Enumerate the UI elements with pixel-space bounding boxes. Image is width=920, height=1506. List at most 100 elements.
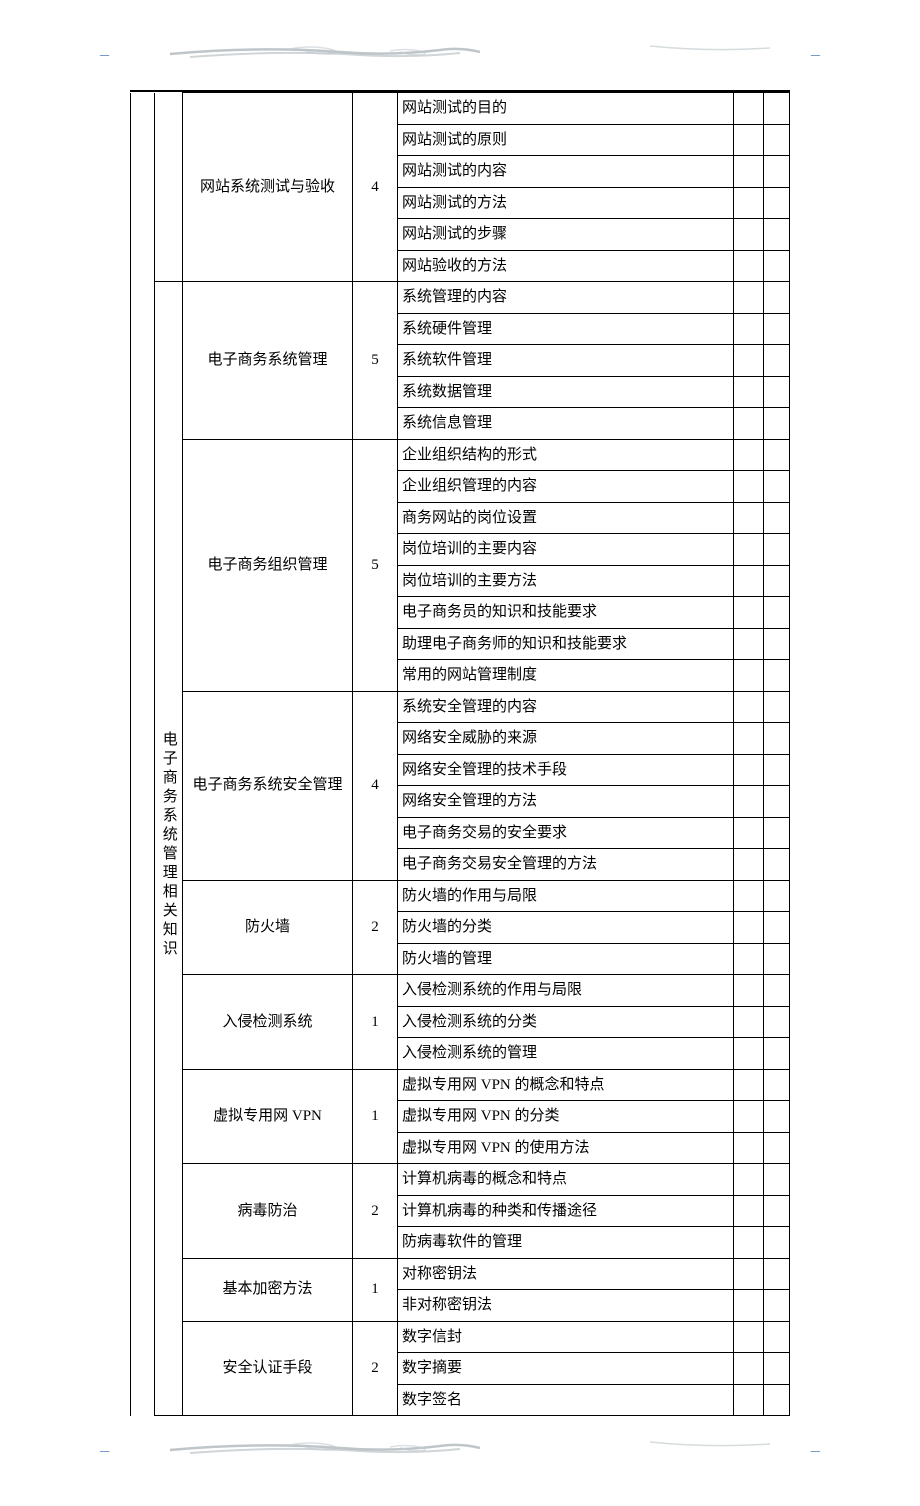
number-cell: 1 [353,1069,398,1164]
blank-right-cell-1 [734,1195,764,1227]
blank-right-cell-1 [734,1038,764,1070]
content-cell: 防火墙的分类 [398,912,734,944]
content-cell: 对称密钥法 [398,1258,734,1290]
blank-right-cell-1 [734,502,764,534]
blank-right-cell-1 [734,1353,764,1385]
content-cell: 数字信封 [398,1321,734,1353]
blank-right-cell-2 [764,187,790,219]
blank-right-cell-2 [764,943,790,975]
content-cell: 网站测试的原则 [398,124,734,156]
number-cell: 2 [353,1164,398,1259]
content-cell: 入侵检测系统的管理 [398,1038,734,1070]
blank-right-cell-1 [734,439,764,471]
blank-right-cell-2 [764,754,790,786]
table-row: 防火墙2防火墙的作用与局限 [131,880,790,912]
content-cell: 岗位培训的主要方法 [398,565,734,597]
blank-right-cell-2 [764,1384,790,1416]
blank-right-cell-1 [734,1290,764,1322]
blank-right-cell-1 [734,1101,764,1133]
blank-right-cell-2 [764,565,790,597]
blank-right-cell-2 [764,628,790,660]
table-row: 电子商务组织管理5企业组织结构的形式 [131,439,790,471]
blank-right-cell-1 [734,219,764,251]
blank-right-cell-2 [764,376,790,408]
number-cell: 5 [353,439,398,691]
blank-right-cell-1 [734,534,764,566]
content-cell: 常用的网站管理制度 [398,660,734,692]
blank-right-cell-1 [734,345,764,377]
topic-cell: 虚拟专用网 VPN [183,1069,353,1164]
blank-right-cell-2 [764,597,790,629]
content-cell: 系统安全管理的内容 [398,691,734,723]
content-cell: 系统硬件管理 [398,313,734,345]
content-cell: 防火墙的作用与局限 [398,880,734,912]
content-cell: 企业组织管理的内容 [398,471,734,503]
blank-right-cell-2 [764,124,790,156]
blank-right-cell-2 [764,1290,790,1322]
blank-right-cell-2 [764,723,790,755]
content-cell: 数字摘要 [398,1353,734,1385]
content-cell: 网站验收的方法 [398,250,734,282]
blank-right-cell-1 [734,754,764,786]
blank-right-cell-2 [764,156,790,188]
content-cell: 网络安全管理的技术手段 [398,754,734,786]
blank-right-cell-2 [764,1164,790,1196]
blank-right-cell-2 [764,786,790,818]
blank-right-cell-1 [734,282,764,314]
topic-cell: 基本加密方法 [183,1258,353,1321]
blank-right-cell-1 [734,187,764,219]
blank-right-cell-2 [764,691,790,723]
blank-right-cell-1 [734,880,764,912]
blank-right-cell-2 [764,880,790,912]
content-cell: 岗位培训的主要内容 [398,534,734,566]
blank-right-cell-2 [764,439,790,471]
blank-right-cell-1 [734,1164,764,1196]
blank-right-cell-1 [734,817,764,849]
category-cell: 电子商务系统管理相关知识 [155,282,183,1416]
footer-dash-left: – [100,1440,109,1461]
number-cell: 2 [353,1321,398,1416]
content-cell: 系统管理的内容 [398,282,734,314]
category-blank-cell [155,93,183,282]
number-cell: 1 [353,1258,398,1321]
blank-right-cell-2 [764,1132,790,1164]
table-row: 网站系统测试与验收4网站测试的目的 [131,93,790,125]
header-dash-left: – [100,44,109,65]
table-row: 基本加密方法1对称密钥法 [131,1258,790,1290]
blank-right-cell-2 [764,817,790,849]
blank-right-cell-1 [734,597,764,629]
blank-right-cell-1 [734,1069,764,1101]
content-cell: 系统数据管理 [398,376,734,408]
blank-right-cell-2 [764,313,790,345]
blank-right-cell-2 [764,93,790,125]
blank-right-cell-1 [734,124,764,156]
table-row: 病毒防治2计算机病毒的概念和特点 [131,1164,790,1196]
topic-cell: 电子商务系统管理 [183,282,353,440]
blank-right-cell-1 [734,471,764,503]
blank-right-cell-1 [734,250,764,282]
blank-right-cell-2 [764,1101,790,1133]
table-wrapper: 网站系统测试与验收4网站测试的目的网站测试的原则网站测试的内容网站测试的方法网站… [130,90,790,1416]
blank-right-cell-1 [734,1384,764,1416]
blank-right-cell-1 [734,1006,764,1038]
header-dash-right: – [811,44,820,65]
blank-right-cell-1 [734,723,764,755]
page-container: – – 网站系统测试与验收4网站测试的目的网站测试的原则网站测试的内容网站测试的… [0,40,920,1466]
blank-right-cell-1 [734,849,764,881]
content-cell: 助理电子商务师的知识和技能要求 [398,628,734,660]
blank-right-cell-2 [764,849,790,881]
content-cell: 电子商务交易的安全要求 [398,817,734,849]
blank-right-cell-1 [734,975,764,1007]
blank-right-cell-1 [734,1132,764,1164]
blank-right-cell-2 [764,502,790,534]
content-cell: 网络安全威胁的来源 [398,723,734,755]
footer-decoration: – – [130,1436,790,1466]
table-row: 虚拟专用网 VPN1虚拟专用网 VPN 的概念和特点 [131,1069,790,1101]
content-cell: 网络安全管理的方法 [398,786,734,818]
blank-right-cell-1 [734,376,764,408]
blank-right-cell-1 [734,93,764,125]
number-cell: 2 [353,880,398,975]
footer-swirl-svg [130,1436,790,1460]
footer-dash-right: – [811,1440,820,1461]
blank-right-cell-2 [764,282,790,314]
